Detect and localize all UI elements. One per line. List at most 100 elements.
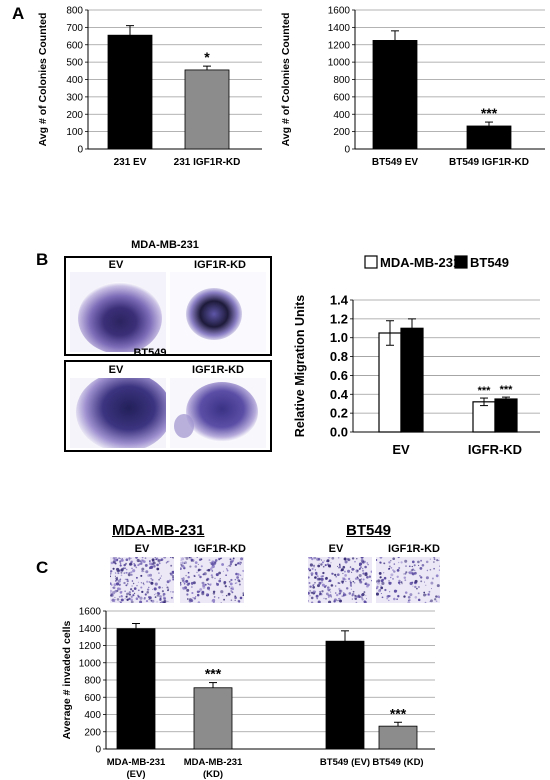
y-tick-label: 1.2 [330, 311, 348, 326]
category-label: MDA-MB-231 [107, 757, 166, 768]
micrograph-mda-kd [170, 272, 266, 352]
y-tick-label: 0 [95, 745, 101, 756]
legend-swatch [364, 255, 378, 269]
significance-mark: *** [390, 705, 407, 721]
bar [372, 40, 418, 150]
y-axis-label: Avg # of Colonies Counted [280, 13, 292, 147]
legend-label: MDA-MB-231 [380, 255, 460, 270]
significance-mark: *** [481, 105, 498, 121]
y-tick-label: 100 [66, 127, 83, 138]
y-tick-label: 200 [66, 110, 83, 121]
bar [107, 34, 153, 150]
y-tick-label: 0.6 [330, 368, 348, 383]
y-tick-label: 300 [66, 92, 83, 103]
bar [378, 332, 402, 433]
heading-mda: MDA-MB-231 [112, 522, 205, 539]
invasion-image-bt549-kd [376, 557, 440, 603]
image-title-bt549: BT549 [133, 347, 167, 359]
invasion-texture [180, 557, 244, 603]
y-tick-label: 1.4 [330, 293, 349, 308]
micrograph-mda-ev [70, 272, 166, 352]
image-title-mda: MDA-MB-231 [131, 239, 199, 251]
bt549-ev-label: EV [108, 364, 124, 376]
category-label: 231 IGF1R-KD [174, 157, 241, 168]
y-tick-label: 600 [66, 40, 83, 51]
bar [325, 640, 365, 750]
y-tick-label: 1000 [328, 58, 351, 69]
bt549-kd-label: IGF1R-KD [192, 364, 244, 376]
bar [472, 401, 496, 433]
bar [193, 687, 233, 750]
panel-letter-c: C [36, 558, 49, 577]
category-label: BT549 (KD) [372, 757, 423, 768]
bar [466, 125, 512, 150]
c-bt549-ev-label: EV [328, 543, 344, 555]
y-tick-label: 1000 [79, 658, 102, 669]
y-tick-label: 0.0 [330, 425, 348, 440]
bar [378, 725, 418, 750]
y-tick-label: 1200 [328, 40, 351, 51]
micrograph-frame-mda: EV IGF1R-KD [64, 256, 272, 356]
significance-mark: * [204, 49, 210, 65]
mda-ev-label: EV [108, 259, 124, 271]
y-tick-label: 1600 [79, 607, 102, 618]
invasion-texture [110, 557, 174, 603]
c-mda-kd-label: IGF1R-KD [194, 543, 246, 555]
mda-kd-label: IGF1R-KD [194, 259, 246, 271]
y-tick-label: 1200 [79, 641, 102, 652]
invasion-texture [308, 557, 372, 603]
micrograph-bt549-ev [70, 378, 166, 448]
chart-b: 0.0 0.2 0.4 0.6 0.8 1.0 1.2 1.4 Relative Migrati… [293, 255, 540, 457]
bar [184, 69, 230, 150]
y-tick-label: 200 [84, 727, 101, 738]
bar [116, 628, 156, 750]
y-tick-label: 0 [77, 145, 83, 156]
y-axis-label: Relative Migration Units [293, 295, 307, 437]
significance-mark: *** [205, 666, 222, 682]
category-label: MDA-MB-231 [184, 757, 243, 768]
micrograph-frame-bt549: EV IGF1R-KD [64, 360, 272, 452]
y-axis-label: Avg # of Colonies Counted [37, 13, 49, 147]
category-label: 231 EV [114, 157, 147, 168]
y-tick-label: 0.8 [330, 349, 348, 364]
heading-bt549: BT549 [346, 522, 392, 539]
y-tick-label: 0.2 [330, 406, 348, 421]
chart-c: 0 200 400 600 800 1000 1200 1400 1600 Average # i… [61, 607, 435, 780]
c-mda-ev-label: EV [134, 543, 150, 555]
category-label: BT549 IGF1R-KD [449, 157, 529, 168]
y-tick-label: 1600 [328, 6, 351, 17]
y-axis-label: Average # invaded cells [61, 621, 73, 740]
micrograph-bt549-kd [170, 378, 266, 448]
category-label: BT549 EV [372, 157, 418, 168]
y-tick-label: 800 [66, 6, 83, 17]
y-tick-label: 1400 [79, 624, 102, 635]
category-label: (KD) [203, 769, 223, 780]
y-tick-label: 1.0 [330, 330, 348, 345]
y-tick-label: 400 [333, 110, 350, 121]
y-tick-label: 400 [66, 75, 83, 86]
category-label: (EV) [127, 769, 146, 780]
y-tick-label: 0 [344, 145, 350, 156]
legend-label: BT549 [470, 255, 509, 270]
invasion-image-bt549-ev [308, 557, 372, 603]
chart-a1: 0 100 200 300 400 500 600 700 800 Avg # of Coloni… [37, 6, 262, 168]
y-tick-label: 200 [333, 127, 350, 138]
y-tick-label: 600 [333, 92, 350, 103]
c-bt549-kd-label: IGF1R-KD [388, 543, 440, 555]
category-label: BT549 (EV) [320, 757, 370, 768]
legend-swatch [454, 255, 468, 269]
panel-letter-b: B [36, 250, 49, 269]
y-tick-label: 400 [84, 710, 101, 721]
bar [400, 327, 424, 433]
invasion-image-mda-ev [110, 557, 174, 603]
y-tick-label: 0.4 [330, 387, 349, 402]
chart-a2: 0 200 400 600 800 1000 1200 1400 1600 Avg # of Co… [280, 6, 545, 168]
y-tick-label: 600 [84, 693, 101, 704]
y-tick-label: 1400 [328, 23, 351, 34]
y-tick-label: 800 [84, 676, 101, 687]
invasion-image-mda-kd [180, 557, 244, 603]
invasion-texture [376, 557, 440, 603]
category-label: EV [392, 442, 410, 457]
panel-letter-a: A [12, 4, 25, 23]
y-tick-label: 800 [333, 75, 350, 86]
